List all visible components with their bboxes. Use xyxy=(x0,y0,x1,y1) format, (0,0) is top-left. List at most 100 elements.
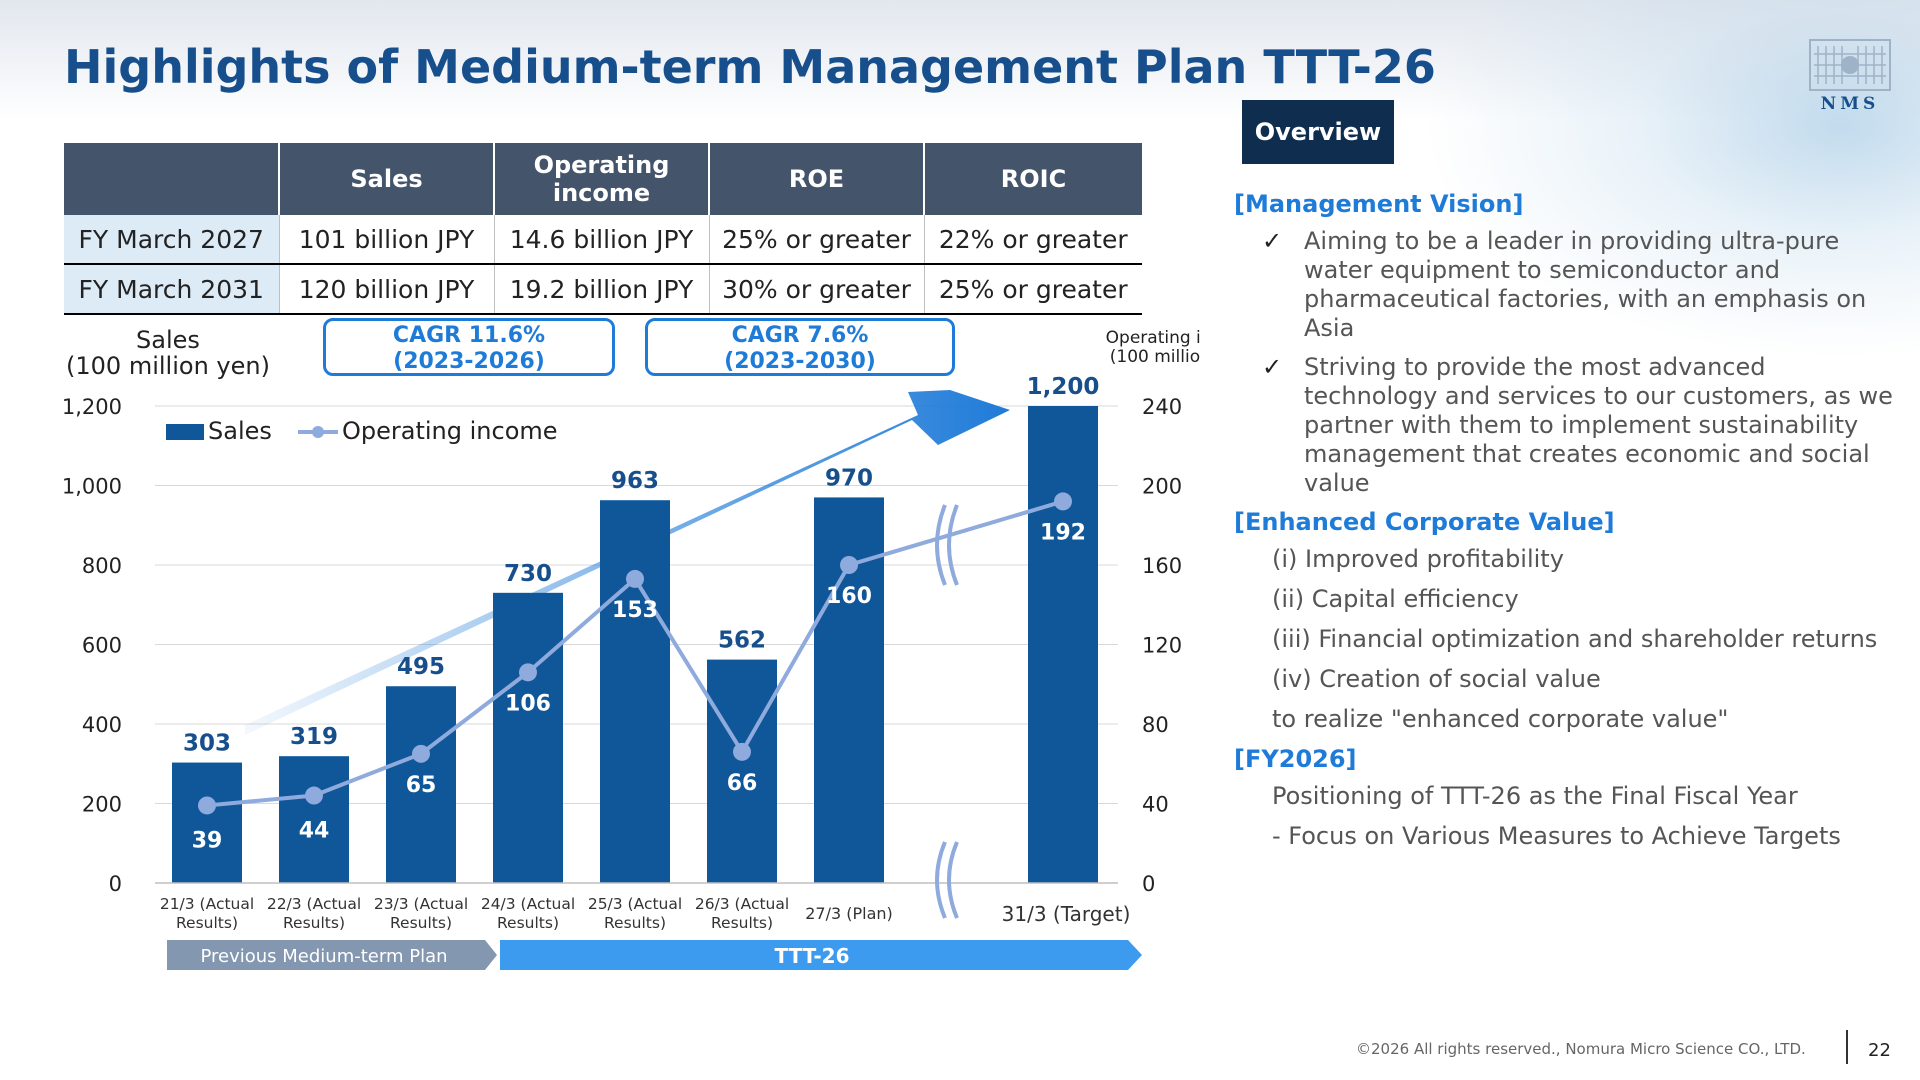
y-right-tick-label: 240 xyxy=(1142,395,1182,419)
sales-bar xyxy=(493,592,563,883)
overview-badge: Overview xyxy=(1242,100,1394,164)
management-vision-heading: [Management Vision] xyxy=(1234,190,1524,218)
legend-income-label: Operating income xyxy=(342,417,558,445)
operating-income-point xyxy=(519,663,537,682)
sales-value-label: 963 xyxy=(611,468,659,494)
table-row: FY March 2027 101 billion JPY 14.6 billi… xyxy=(64,215,1142,265)
y-right-tick-label: 80 xyxy=(1142,713,1169,737)
list-item: ✓ Striving to provide the most advanced t… xyxy=(1234,353,1894,498)
cell-roic: 25% or greater xyxy=(923,264,1142,315)
x-tick-label: 24/3 (Actual Results) xyxy=(481,895,575,932)
operating-income-value-label: 39 xyxy=(192,828,223,853)
y-left-tick-label: 600 xyxy=(82,634,122,658)
overview-panel: [Management Vision] ✓ Aiming to be a lead… xyxy=(1234,190,1894,862)
sales-value-label: 562 xyxy=(718,628,766,654)
y-right-tick-label: 0 xyxy=(1142,872,1155,896)
sales-bar xyxy=(1028,406,1098,883)
axis-break-marks xyxy=(935,504,959,919)
operating-income-value-label: 192 xyxy=(1040,520,1086,545)
sales-bar xyxy=(279,756,349,883)
previous-plan-label: Previous Medium-term Plan xyxy=(200,946,447,967)
company-logo: NMS xyxy=(1808,38,1892,118)
operating-income-point xyxy=(733,742,751,761)
corporate-value-heading: [Enhanced Corporate Value] xyxy=(1234,508,1615,536)
legend-sales-swatch xyxy=(166,424,204,440)
operating-income-value-label: 44 xyxy=(299,819,330,844)
y-left-tick-label: 0 xyxy=(109,872,122,896)
x-tick-label: 27/3 (Plan) xyxy=(805,904,893,923)
header-background xyxy=(0,0,1920,120)
y-left-axis-unit: (100 million yen) xyxy=(66,352,270,380)
sales-value-label: 1,200 xyxy=(1027,374,1100,400)
legend-income-marker xyxy=(312,426,324,438)
sales-value-label: 495 xyxy=(397,654,445,680)
operating-income-line xyxy=(206,499,1064,808)
cagr-1-period: (2023-2026) xyxy=(393,349,545,374)
list-item: ✓ Aiming to be a leader in providing ultr… xyxy=(1234,227,1894,343)
list-item: Positioning of TTT-26 as the Final Fisca… xyxy=(1272,782,1798,810)
sales-value-label: 970 xyxy=(825,465,873,491)
y-right-tick-label: 40 xyxy=(1142,793,1169,817)
operating-income-point xyxy=(840,556,858,574)
list-item: (iii) Financial optimization and shareho… xyxy=(1272,625,1878,653)
vision-item-text: Striving to provide the most advanced te… xyxy=(1304,353,1893,497)
operating-income-point xyxy=(305,786,323,805)
cell-operating-income: 14.6 billion JPY xyxy=(493,215,709,265)
logo-text: NMS xyxy=(1820,94,1880,114)
table-header-roic: ROIC xyxy=(923,143,1142,215)
check-icon: ✓ xyxy=(1262,227,1283,255)
y-left-tick-label: 1,000 xyxy=(62,475,122,499)
cell-sales: 120 billion JPY xyxy=(278,264,494,315)
operating-income-point xyxy=(198,796,216,815)
row-label: FY March 2027 xyxy=(64,215,279,265)
table-header-roe: ROE xyxy=(708,143,924,215)
y-right-axis-label: Operating income xyxy=(1106,328,1200,348)
sales-bar xyxy=(814,497,884,883)
fy2026-heading: [FY2026] xyxy=(1234,745,1357,773)
cell-sales: 101 billion JPY xyxy=(278,215,494,265)
operating-income-value-label: 160 xyxy=(826,584,872,609)
sales-value-label: 303 xyxy=(183,731,231,757)
sales-bar xyxy=(386,686,456,883)
sales-bar xyxy=(600,500,670,883)
x-tick-label: 26/3 (Actual Results) xyxy=(695,895,789,932)
cell-operating-income: 19.2 billion JPY xyxy=(493,264,709,315)
cell-roe: 30% or greater xyxy=(708,264,924,315)
table-header-operating-income: Operating income xyxy=(493,143,709,215)
legend-sales-label: Sales xyxy=(208,417,272,445)
axis-break-curve xyxy=(935,504,947,586)
sales-value-label: 319 xyxy=(290,724,338,750)
list-item: - Focus on Various Measures to Achieve T… xyxy=(1272,822,1841,850)
sales-value-label: 730 xyxy=(504,561,552,587)
list-item: (ii) Capital efficiency xyxy=(1272,585,1519,613)
axis-break-curve xyxy=(935,841,947,919)
page-number: 22 xyxy=(1868,1040,1891,1061)
axis-break-curve xyxy=(947,841,959,919)
operating-income-point xyxy=(412,744,430,763)
list-item: to realize "enhanced corporate value" xyxy=(1272,705,1729,733)
row-label: FY March 2031 xyxy=(64,264,279,315)
operating-income-value-label: 153 xyxy=(612,598,658,623)
y-left-tick-label: 1,200 xyxy=(62,395,122,419)
x-tick-label: 31/3 (Target) xyxy=(1002,902,1131,926)
operating-income-point xyxy=(626,569,644,588)
operating-income-value-label: 106 xyxy=(505,691,551,716)
y-left-tick-label: 800 xyxy=(82,554,122,578)
list-item: (i) Improved profitability xyxy=(1272,545,1564,573)
nms-logo-icon xyxy=(1809,39,1891,91)
x-tick-label: 22/3 (Actual Results) xyxy=(267,895,361,932)
x-tick-label: 23/3 (Actual Results) xyxy=(374,895,468,932)
footer-divider xyxy=(1846,1030,1848,1064)
sales-income-chart: 303 319 495 730 963 562 970 1,200 39 44 65 106 153 66… xyxy=(62,326,1200,970)
cagr-1-rate: CAGR 11.6% xyxy=(392,323,546,348)
operating-income-value-label: 66 xyxy=(727,771,758,796)
cagr-2-rate: CAGR 7.6% xyxy=(731,323,869,348)
table-header-sales: Sales xyxy=(278,143,494,215)
cell-roic: 22% or greater xyxy=(923,215,1142,265)
page-title: Highlights of Medium-term Management Pla… xyxy=(64,40,1436,94)
targets-table: Sales Operating income ROE ROIC FY March… xyxy=(64,143,1142,315)
growth-arrow xyxy=(245,390,1010,735)
axis-break-curve xyxy=(947,504,959,586)
operating-income-point xyxy=(1054,492,1072,511)
x-tick-label: 25/3 (Actual Results) xyxy=(588,895,682,932)
